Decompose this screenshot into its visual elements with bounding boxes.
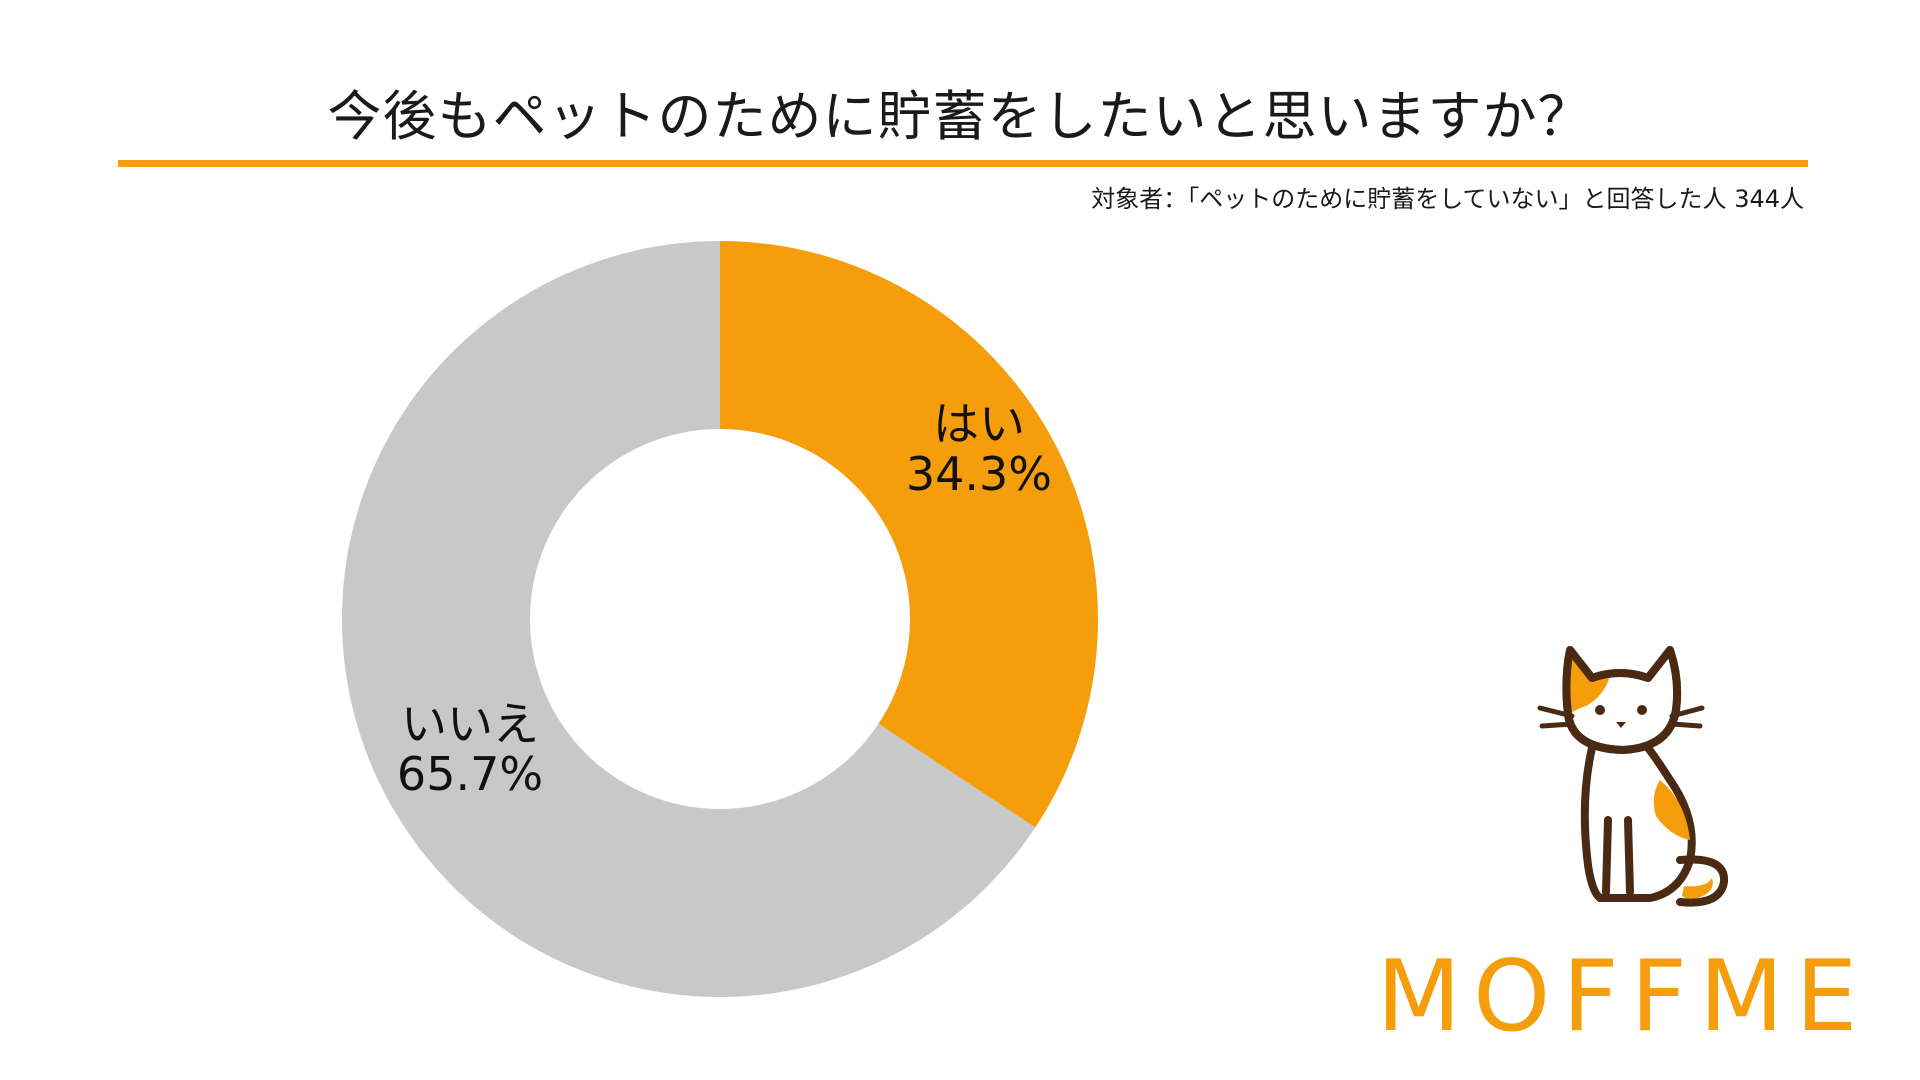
- slice-label-name: いいえ: [401, 697, 539, 751]
- calico-cat-icon: [1537, 646, 1729, 907]
- title-underline: [118, 160, 1808, 167]
- slice-label-name: はい: [933, 397, 1025, 451]
- donut-hole: [530, 429, 910, 809]
- chart-subtitle: 対象者：「ペットのために貯蓄をしていない」と回答した人 344人: [1091, 185, 1804, 213]
- slice-label-value: 65.7%: [397, 747, 543, 801]
- logo-text: MOFFME: [1377, 940, 1870, 1040]
- moffme-logo: MOFFME: [1377, 940, 1870, 1040]
- chart-title: 今後もペットのために貯蓄をしたいと思いますか？: [327, 85, 1593, 148]
- slice-label-value: 34.3%: [906, 447, 1052, 501]
